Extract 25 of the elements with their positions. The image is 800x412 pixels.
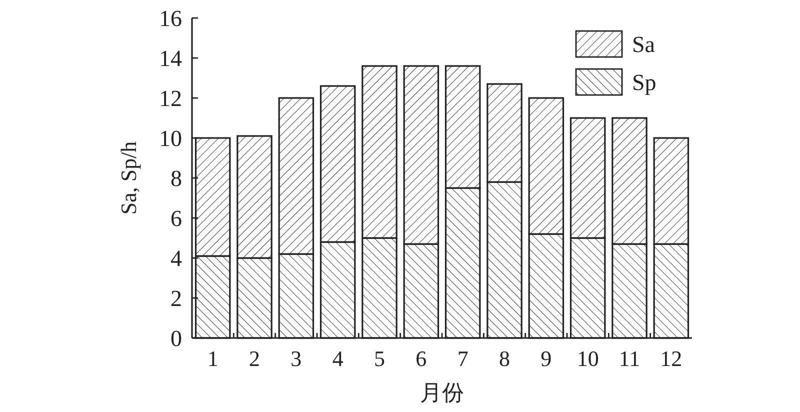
x-tick-label: 11 xyxy=(618,346,640,371)
y-tick-label: 8 xyxy=(170,166,182,191)
x-tick-label: 4 xyxy=(332,346,344,371)
x-tick-label: 1 xyxy=(207,346,218,371)
x-tick-label: 9 xyxy=(540,346,552,371)
x-tick-label: 10 xyxy=(576,346,599,371)
y-tick-label: 14 xyxy=(159,46,182,71)
y-tick-label: 0 xyxy=(170,326,182,351)
y-tick-label: 10 xyxy=(159,126,182,151)
x-tick-label: 3 xyxy=(290,346,302,371)
x-tick-label: 7 xyxy=(457,346,468,371)
x-axis-title: 月份 xyxy=(420,380,464,405)
x-tick-label: 2 xyxy=(249,346,260,371)
x-tick-label: 8 xyxy=(499,346,510,371)
y-tick-label: 4 xyxy=(170,246,182,271)
x-tick-label: 6 xyxy=(416,346,427,371)
y-tick-label: 2 xyxy=(170,286,182,311)
legend-label: Sa xyxy=(632,32,655,57)
y-axis-title: Sa, Sp/h xyxy=(116,141,141,215)
x-tick-label: 12 xyxy=(660,346,682,371)
x-tick-label: 5 xyxy=(374,346,385,371)
y-tick-label: 6 xyxy=(170,206,182,231)
legend-label: Sp xyxy=(632,70,656,95)
y-tick-label: 16 xyxy=(159,6,182,31)
y-tick-label: 12 xyxy=(159,86,182,111)
